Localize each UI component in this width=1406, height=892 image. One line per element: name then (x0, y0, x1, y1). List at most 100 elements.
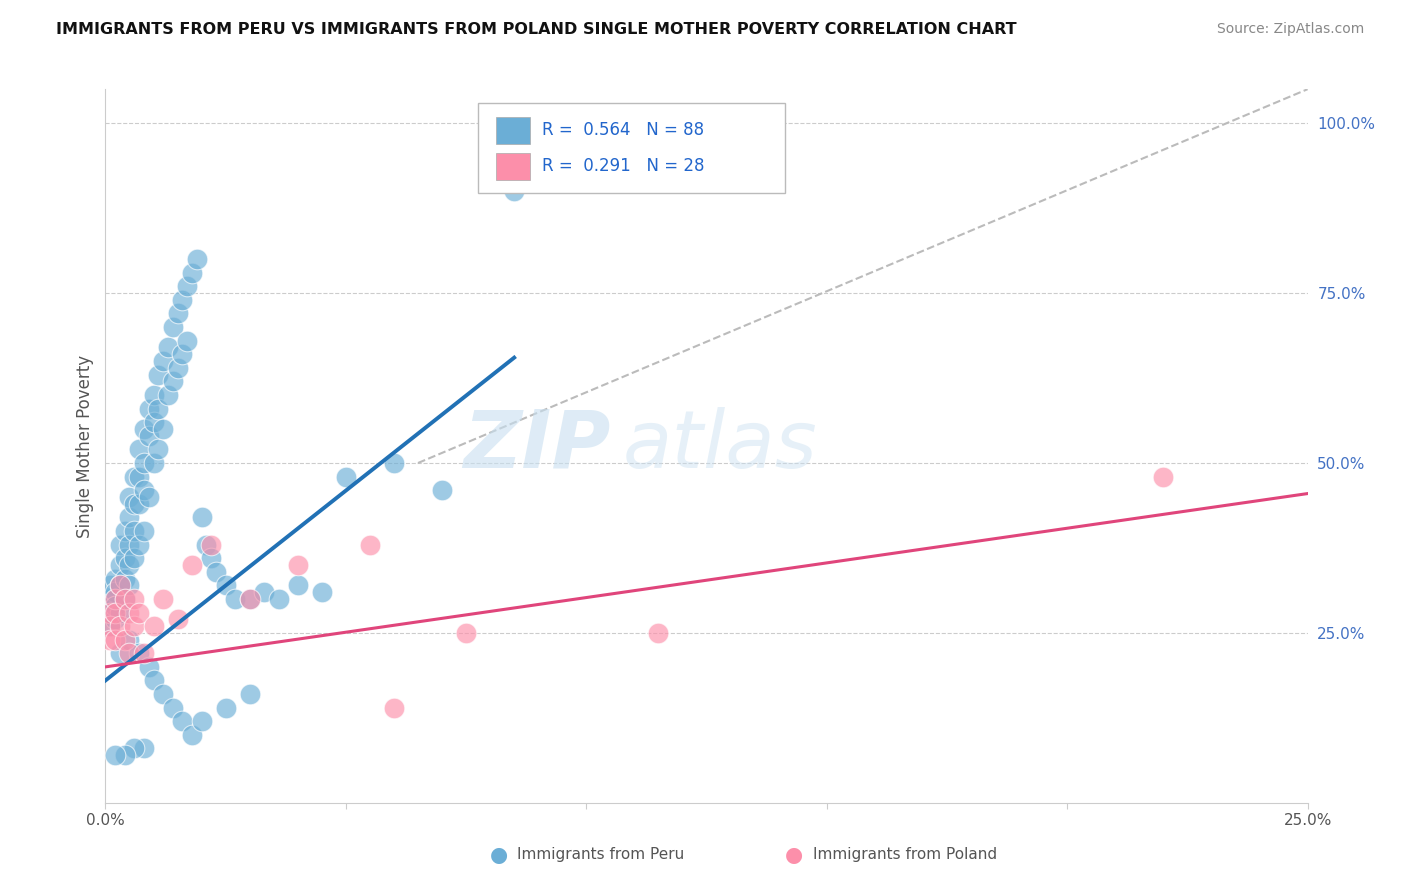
Point (172, 293, 194, 307)
Point (156, 388, 179, 402)
Point (253, 585, 276, 599)
Point (132, 741, 155, 756)
Point (124, 551, 146, 566)
Point (176, 279, 198, 293)
Point (114, 524, 136, 538)
Point (166, 612, 188, 626)
Point (128, 469, 150, 483)
Point (128, 537, 150, 551)
Point (104, 632, 127, 647)
Point (114, 591, 136, 606)
Point (108, 619, 131, 633)
Point (503, 184, 526, 198)
Point (214, 700, 236, 714)
Point (138, 401, 160, 416)
Point (190, 714, 212, 729)
Point (359, 537, 381, 551)
Point (142, 415, 165, 429)
Point (430, 483, 453, 498)
Text: ●: ● (786, 845, 803, 864)
Point (98, 619, 121, 633)
Point (104, 585, 127, 599)
Point (104, 748, 127, 763)
Point (118, 646, 141, 660)
Point (114, 748, 136, 763)
Point (647, 626, 669, 640)
Text: Source: ZipAtlas.com: Source: ZipAtlas.com (1216, 22, 1364, 37)
Point (124, 497, 146, 511)
Point (124, 524, 146, 538)
Point (200, 537, 222, 551)
Point (118, 490, 141, 504)
Text: IMMIGRANTS FROM PERU VS IMMIGRANTS FROM POLAND SINGLE MOTHER POVERTY CORRELATION: IMMIGRANTS FROM PERU VS IMMIGRANTS FROM … (56, 22, 1017, 37)
Point (124, 469, 146, 483)
Point (128, 497, 150, 511)
Point (181, 558, 204, 572)
Point (128, 646, 150, 660)
Point (98, 606, 121, 620)
Point (181, 266, 204, 280)
Point (118, 632, 141, 647)
Point (132, 483, 155, 498)
Point (152, 422, 174, 436)
Y-axis label: Single Mother Poverty: Single Mother Poverty (76, 354, 94, 538)
Bar (496, 117, 530, 145)
Point (114, 572, 136, 586)
Point (142, 456, 165, 470)
Point (172, 714, 194, 729)
Point (162, 320, 184, 334)
Point (176, 334, 198, 348)
Point (311, 585, 333, 599)
Point (104, 599, 127, 613)
Text: Immigrants from Poland: Immigrants from Poland (813, 847, 997, 862)
Point (118, 558, 141, 572)
Point (267, 591, 290, 606)
Point (124, 619, 146, 633)
Point (382, 456, 405, 470)
Point (152, 591, 174, 606)
Point (98, 619, 121, 633)
Point (132, 524, 155, 538)
FancyBboxPatch shape (478, 103, 785, 193)
Text: Immigrants from Peru: Immigrants from Peru (517, 847, 685, 862)
Text: atlas: atlas (623, 407, 817, 485)
Point (205, 565, 228, 579)
Point (98, 591, 121, 606)
Point (148, 401, 170, 416)
Point (162, 700, 184, 714)
Point (104, 591, 127, 606)
Point (118, 578, 141, 592)
Text: R =  0.564   N = 88: R = 0.564 N = 88 (541, 121, 704, 139)
Point (108, 578, 131, 592)
Point (142, 388, 165, 402)
Text: R =  0.291   N = 28: R = 0.291 N = 28 (541, 157, 704, 175)
Point (239, 687, 262, 701)
Point (239, 591, 262, 606)
Bar (496, 153, 530, 180)
Point (138, 429, 160, 443)
Point (118, 606, 141, 620)
Point (224, 591, 246, 606)
Point (118, 510, 141, 524)
Point (148, 368, 170, 382)
Point (166, 360, 188, 375)
Point (114, 591, 136, 606)
Point (142, 619, 165, 633)
Point (287, 578, 309, 592)
Point (118, 537, 141, 551)
Point (200, 551, 222, 566)
Point (132, 646, 155, 660)
Point (239, 591, 262, 606)
Point (124, 741, 146, 756)
Point (98, 606, 121, 620)
Point (162, 375, 184, 389)
Point (152, 354, 174, 368)
Point (104, 612, 127, 626)
Point (108, 646, 131, 660)
Point (382, 700, 405, 714)
Point (335, 469, 357, 483)
Text: ZIP: ZIP (463, 407, 610, 485)
Point (454, 626, 477, 640)
Point (190, 510, 212, 524)
Point (98, 632, 121, 647)
